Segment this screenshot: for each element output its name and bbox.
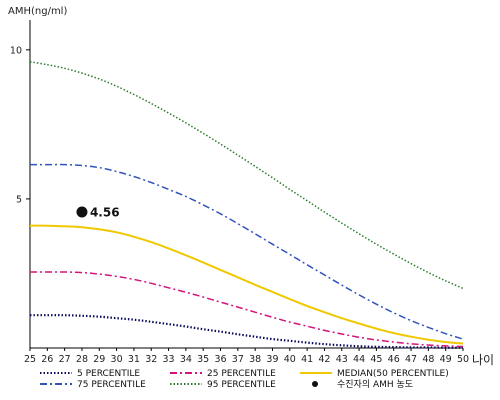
x-tick-label: 48 [422,354,434,365]
x-tick-label: 39 [266,354,278,365]
x-tick-label: 33 [163,354,175,365]
x-tick-label: 35 [197,354,209,365]
y-tick-label: 10 [10,45,22,56]
legend-label: MEDIAN(50 PERCENTILE) [337,369,449,379]
series-line-95-percentile [29,60,464,290]
x-tick-label: 47 [405,354,417,365]
legend: 5 PERCENTILE 25 PERCENTILE MEDIAN(50 PERCE… [40,369,449,390]
x-ticks: 25 26 27 28 29 30 31 32 33 34 35 36 37 38 39 40 41 42 43 44… [24,348,469,365]
x-tick-label: 26 [41,354,53,365]
legend-swatch-patient [312,381,318,387]
series-line-median-50-percentile [29,224,464,345]
patient-amh-value-label: 4.56 [90,206,120,220]
legend-label: 25 PERCENTILE [207,369,276,379]
series-line-25-percentile [30,271,464,348]
x-tick-label: 28 [76,354,88,365]
x-tick-label: 41 [301,354,313,365]
series-line-75-percentile [29,163,464,340]
x-tick-label: 44 [353,354,365,365]
x-tick-label: 32 [145,354,157,365]
legend-label: 95 PERCENTILE [207,380,276,390]
x-tick-label: 49 [440,354,452,365]
x-tick-label: 31 [128,354,140,365]
marker-group: 4.56 [76,206,120,220]
y-axis-label: AMH(ng/ml) [8,6,67,17]
x-tick-label: 27 [59,354,71,365]
x-tick-label: 29 [93,354,105,365]
x-tick-label: 45 [370,354,382,365]
legend-label: 75 PERCENTILE [77,380,146,390]
x-tick-label: 46 [388,354,400,365]
series-group [29,60,464,349]
x-tick-label: 34 [180,354,192,365]
series-line-5-percentile [30,314,464,349]
x-tick-label: 37 [232,354,244,365]
x-tick-label: 40 [284,354,296,365]
x-tick-label: 42 [318,354,330,365]
legend-label: 5 PERCENTILE [77,369,140,379]
x-tick-label: 30 [111,354,123,365]
y-tick-label: 5 [16,194,22,205]
x-tick-label: 25 [24,354,36,365]
x-tick-label: 36 [214,354,226,365]
x-tick-label: 50 [457,354,469,365]
x-tick-label: 43 [336,354,348,365]
x-axis-label: 나이 [472,353,494,367]
legend-label: 수진자의 AMH 농도 [337,379,413,390]
patient-amh-point [76,206,88,218]
y-ticks: 5 10 [10,45,30,205]
x-tick-label: 38 [249,354,261,365]
